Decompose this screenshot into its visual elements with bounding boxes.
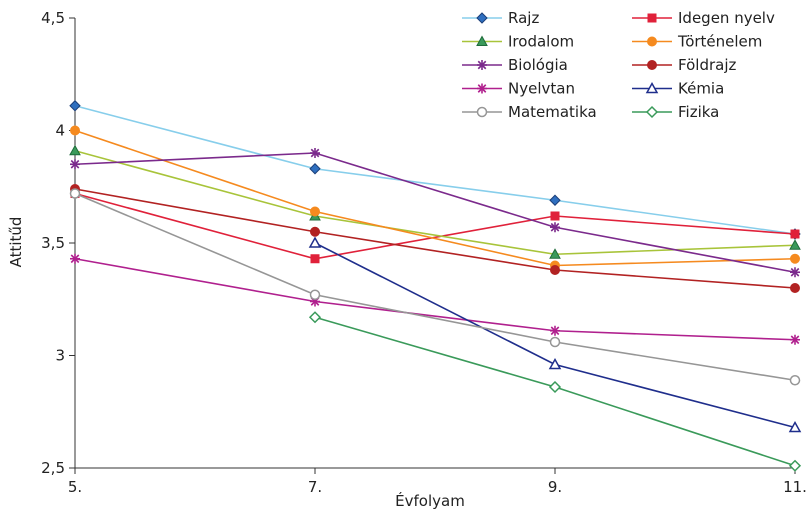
data-point bbox=[550, 265, 560, 275]
x-tick-label: 9. bbox=[548, 478, 562, 496]
legend-label: Nyelvtan bbox=[508, 80, 575, 98]
legend-item-fizika: Fizika bbox=[632, 103, 719, 121]
series-k-mia bbox=[308, 236, 802, 433]
legend-item-idegen-nyelv: Idegen nyelv bbox=[632, 9, 775, 27]
legend-item-k-mia: Kémia bbox=[632, 80, 724, 98]
y-tick-label: 3 bbox=[55, 347, 65, 365]
legend-marker bbox=[647, 13, 657, 23]
legend-item-matematika: Matematika bbox=[462, 103, 597, 121]
series-line bbox=[74, 192, 796, 260]
legend-item-nyelvtan: Nyelvtan bbox=[462, 80, 575, 98]
series-lines bbox=[69, 100, 802, 472]
series-line bbox=[74, 257, 796, 341]
data-point bbox=[310, 206, 320, 217]
legend-label: Fizika bbox=[678, 103, 719, 121]
legend-marker bbox=[647, 36, 657, 47]
legend-label: Matematika bbox=[508, 103, 597, 121]
series-matematika bbox=[69, 188, 801, 386]
data-point bbox=[550, 222, 560, 233]
legend-item-irodalom: Irodalom bbox=[462, 33, 574, 51]
data-point bbox=[790, 334, 800, 345]
y-tick-label: 4 bbox=[55, 122, 65, 140]
data-point bbox=[789, 375, 801, 386]
data-point bbox=[310, 226, 320, 237]
legend-marker bbox=[645, 105, 659, 119]
series-irodalom bbox=[69, 144, 801, 259]
data-point bbox=[309, 289, 321, 300]
axes: 2,5 3 3,5 4 4,5 5. 7. 9. 11. bbox=[41, 9, 807, 496]
data-point bbox=[790, 267, 800, 278]
series-line bbox=[74, 192, 796, 382]
legend-item-t-rt-nelem: Történelem bbox=[632, 33, 762, 51]
legend-label: Biológia bbox=[508, 56, 568, 74]
legend-label: Irodalom bbox=[508, 33, 574, 51]
legend-label: Rajz bbox=[508, 9, 539, 27]
y-tick-label: 4,5 bbox=[41, 9, 65, 27]
data-point bbox=[548, 380, 562, 394]
legend-label: Földrajz bbox=[678, 56, 736, 74]
data-point bbox=[549, 194, 561, 206]
series-biol-gia bbox=[70, 148, 800, 278]
x-tick-label: 5. bbox=[68, 478, 82, 496]
data-point bbox=[310, 254, 320, 264]
legend-item-rajz: Rajz bbox=[462, 9, 539, 27]
data-point bbox=[308, 311, 322, 324]
legend-marker bbox=[647, 60, 657, 70]
data-point bbox=[69, 100, 81, 112]
legend-marker bbox=[476, 12, 488, 24]
x-tick-label: 11. bbox=[783, 478, 807, 496]
x-tick-label: 7. bbox=[308, 478, 322, 496]
y-axis-title: Attitűd bbox=[7, 217, 25, 268]
data-point bbox=[310, 148, 320, 158]
series-line bbox=[74, 152, 796, 274]
data-point bbox=[70, 125, 80, 136]
legend-item-f-ldrajz: Földrajz bbox=[632, 56, 736, 74]
y-tick-label: 2,5 bbox=[41, 459, 65, 477]
series-line bbox=[74, 188, 796, 289]
y-tick-label: 3,5 bbox=[41, 234, 65, 252]
data-point bbox=[549, 336, 561, 348]
data-point bbox=[69, 144, 81, 156]
data-point bbox=[70, 253, 80, 264]
data-point bbox=[789, 239, 801, 250]
series-fizika bbox=[308, 311, 802, 472]
legend: Rajz Idegen nyelv Irodalom Történelem Biológ… bbox=[462, 9, 775, 121]
series-line bbox=[74, 129, 796, 267]
series-rajz bbox=[69, 100, 801, 240]
data-point bbox=[548, 357, 562, 370]
legend-marker bbox=[476, 35, 488, 46]
data-point bbox=[70, 159, 80, 170]
data-point bbox=[309, 163, 321, 175]
series-nyelvtan bbox=[70, 253, 800, 345]
data-point bbox=[790, 229, 800, 239]
series-line bbox=[74, 104, 796, 235]
data-point bbox=[788, 459, 802, 472]
data-point bbox=[549, 248, 561, 259]
data-point bbox=[308, 236, 322, 248]
legend-marker bbox=[476, 106, 488, 118]
data-point bbox=[790, 283, 800, 293]
legend-item-biol-gia: Biológia bbox=[462, 56, 568, 74]
legend-marker bbox=[477, 83, 487, 94]
legend-marker bbox=[645, 81, 659, 94]
legend-label: Idegen nyelv bbox=[678, 9, 775, 27]
legend-marker bbox=[477, 60, 487, 70]
data-point bbox=[550, 325, 560, 336]
data-point bbox=[69, 188, 81, 199]
data-point bbox=[550, 211, 560, 221]
data-point bbox=[788, 420, 802, 433]
x-axis-title: Évfolyam bbox=[395, 491, 465, 510]
legend-label: Kémia bbox=[678, 80, 724, 98]
legend-label: Történelem bbox=[677, 33, 762, 51]
data-point bbox=[790, 253, 800, 264]
